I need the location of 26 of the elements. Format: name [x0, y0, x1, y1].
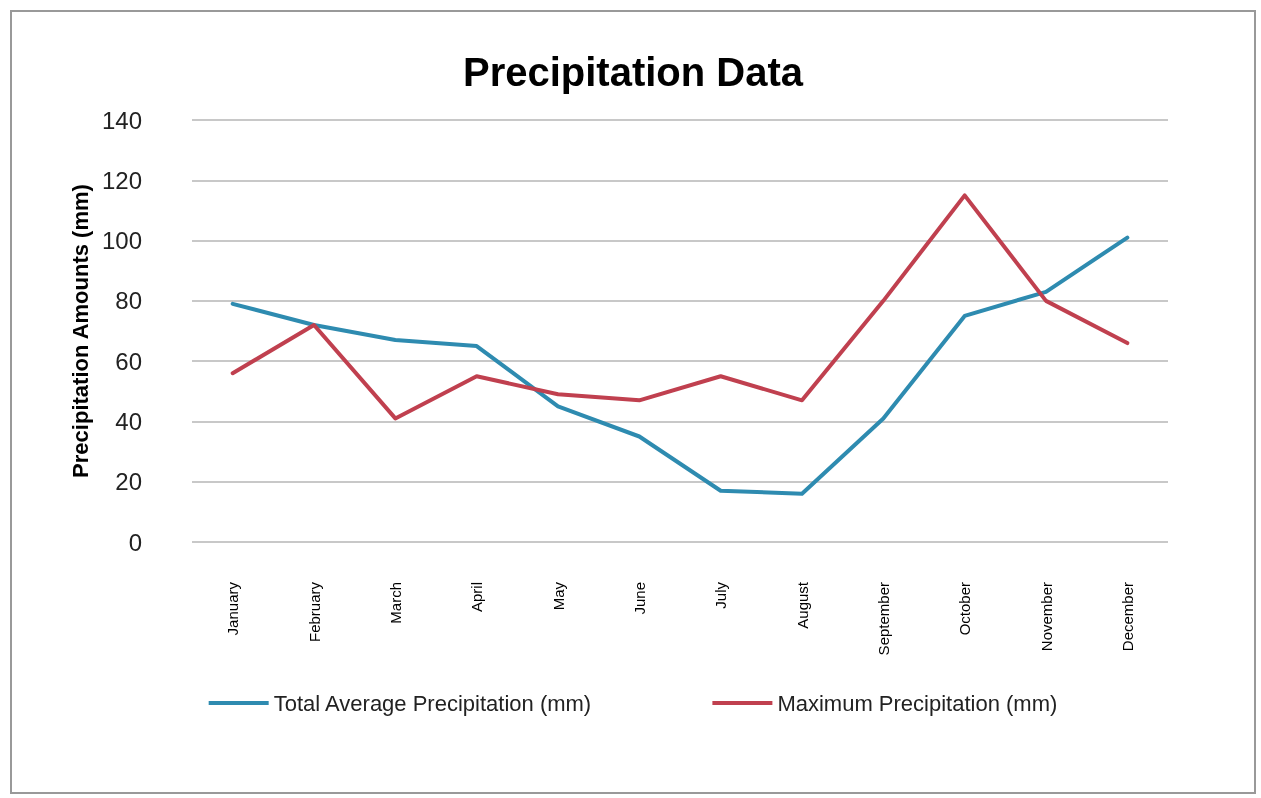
- x-tick-label: October: [956, 582, 974, 636]
- y-tick-label: 60: [115, 347, 142, 375]
- y-axis-title: Precipitation Amounts (mm): [67, 184, 93, 478]
- y-tick-label: 120: [101, 166, 142, 194]
- x-tick-label: June: [630, 582, 648, 615]
- x-tick-label: February: [305, 581, 323, 643]
- x-tick-label: December: [1118, 582, 1136, 652]
- x-tick-label: March: [386, 582, 404, 624]
- line-series: [230, 235, 1130, 496]
- x-tick-label: November: [1037, 582, 1055, 652]
- y-tick-label: 20: [115, 468, 142, 496]
- line-series: [230, 193, 1130, 421]
- x-tick-label: July: [712, 581, 730, 609]
- legend-label: Total Average Precipitation (mm): [273, 690, 592, 716]
- legend-label: Maximum Precipitation (mm): [777, 690, 1058, 716]
- y-tick-label: 140: [101, 106, 142, 134]
- x-tick-label: August: [793, 581, 811, 629]
- x-tick-label: September: [874, 582, 892, 656]
- chart-title: Precipitation Data: [462, 50, 804, 94]
- x-tick-label: May: [549, 581, 567, 611]
- y-tick-label: 100: [101, 227, 142, 255]
- y-tick-label: 40: [115, 407, 142, 435]
- y-tick-label: 0: [128, 528, 142, 556]
- x-tick-label: January: [224, 581, 242, 636]
- y-tick-label: 80: [115, 287, 142, 315]
- x-tick-label: April: [468, 582, 486, 613]
